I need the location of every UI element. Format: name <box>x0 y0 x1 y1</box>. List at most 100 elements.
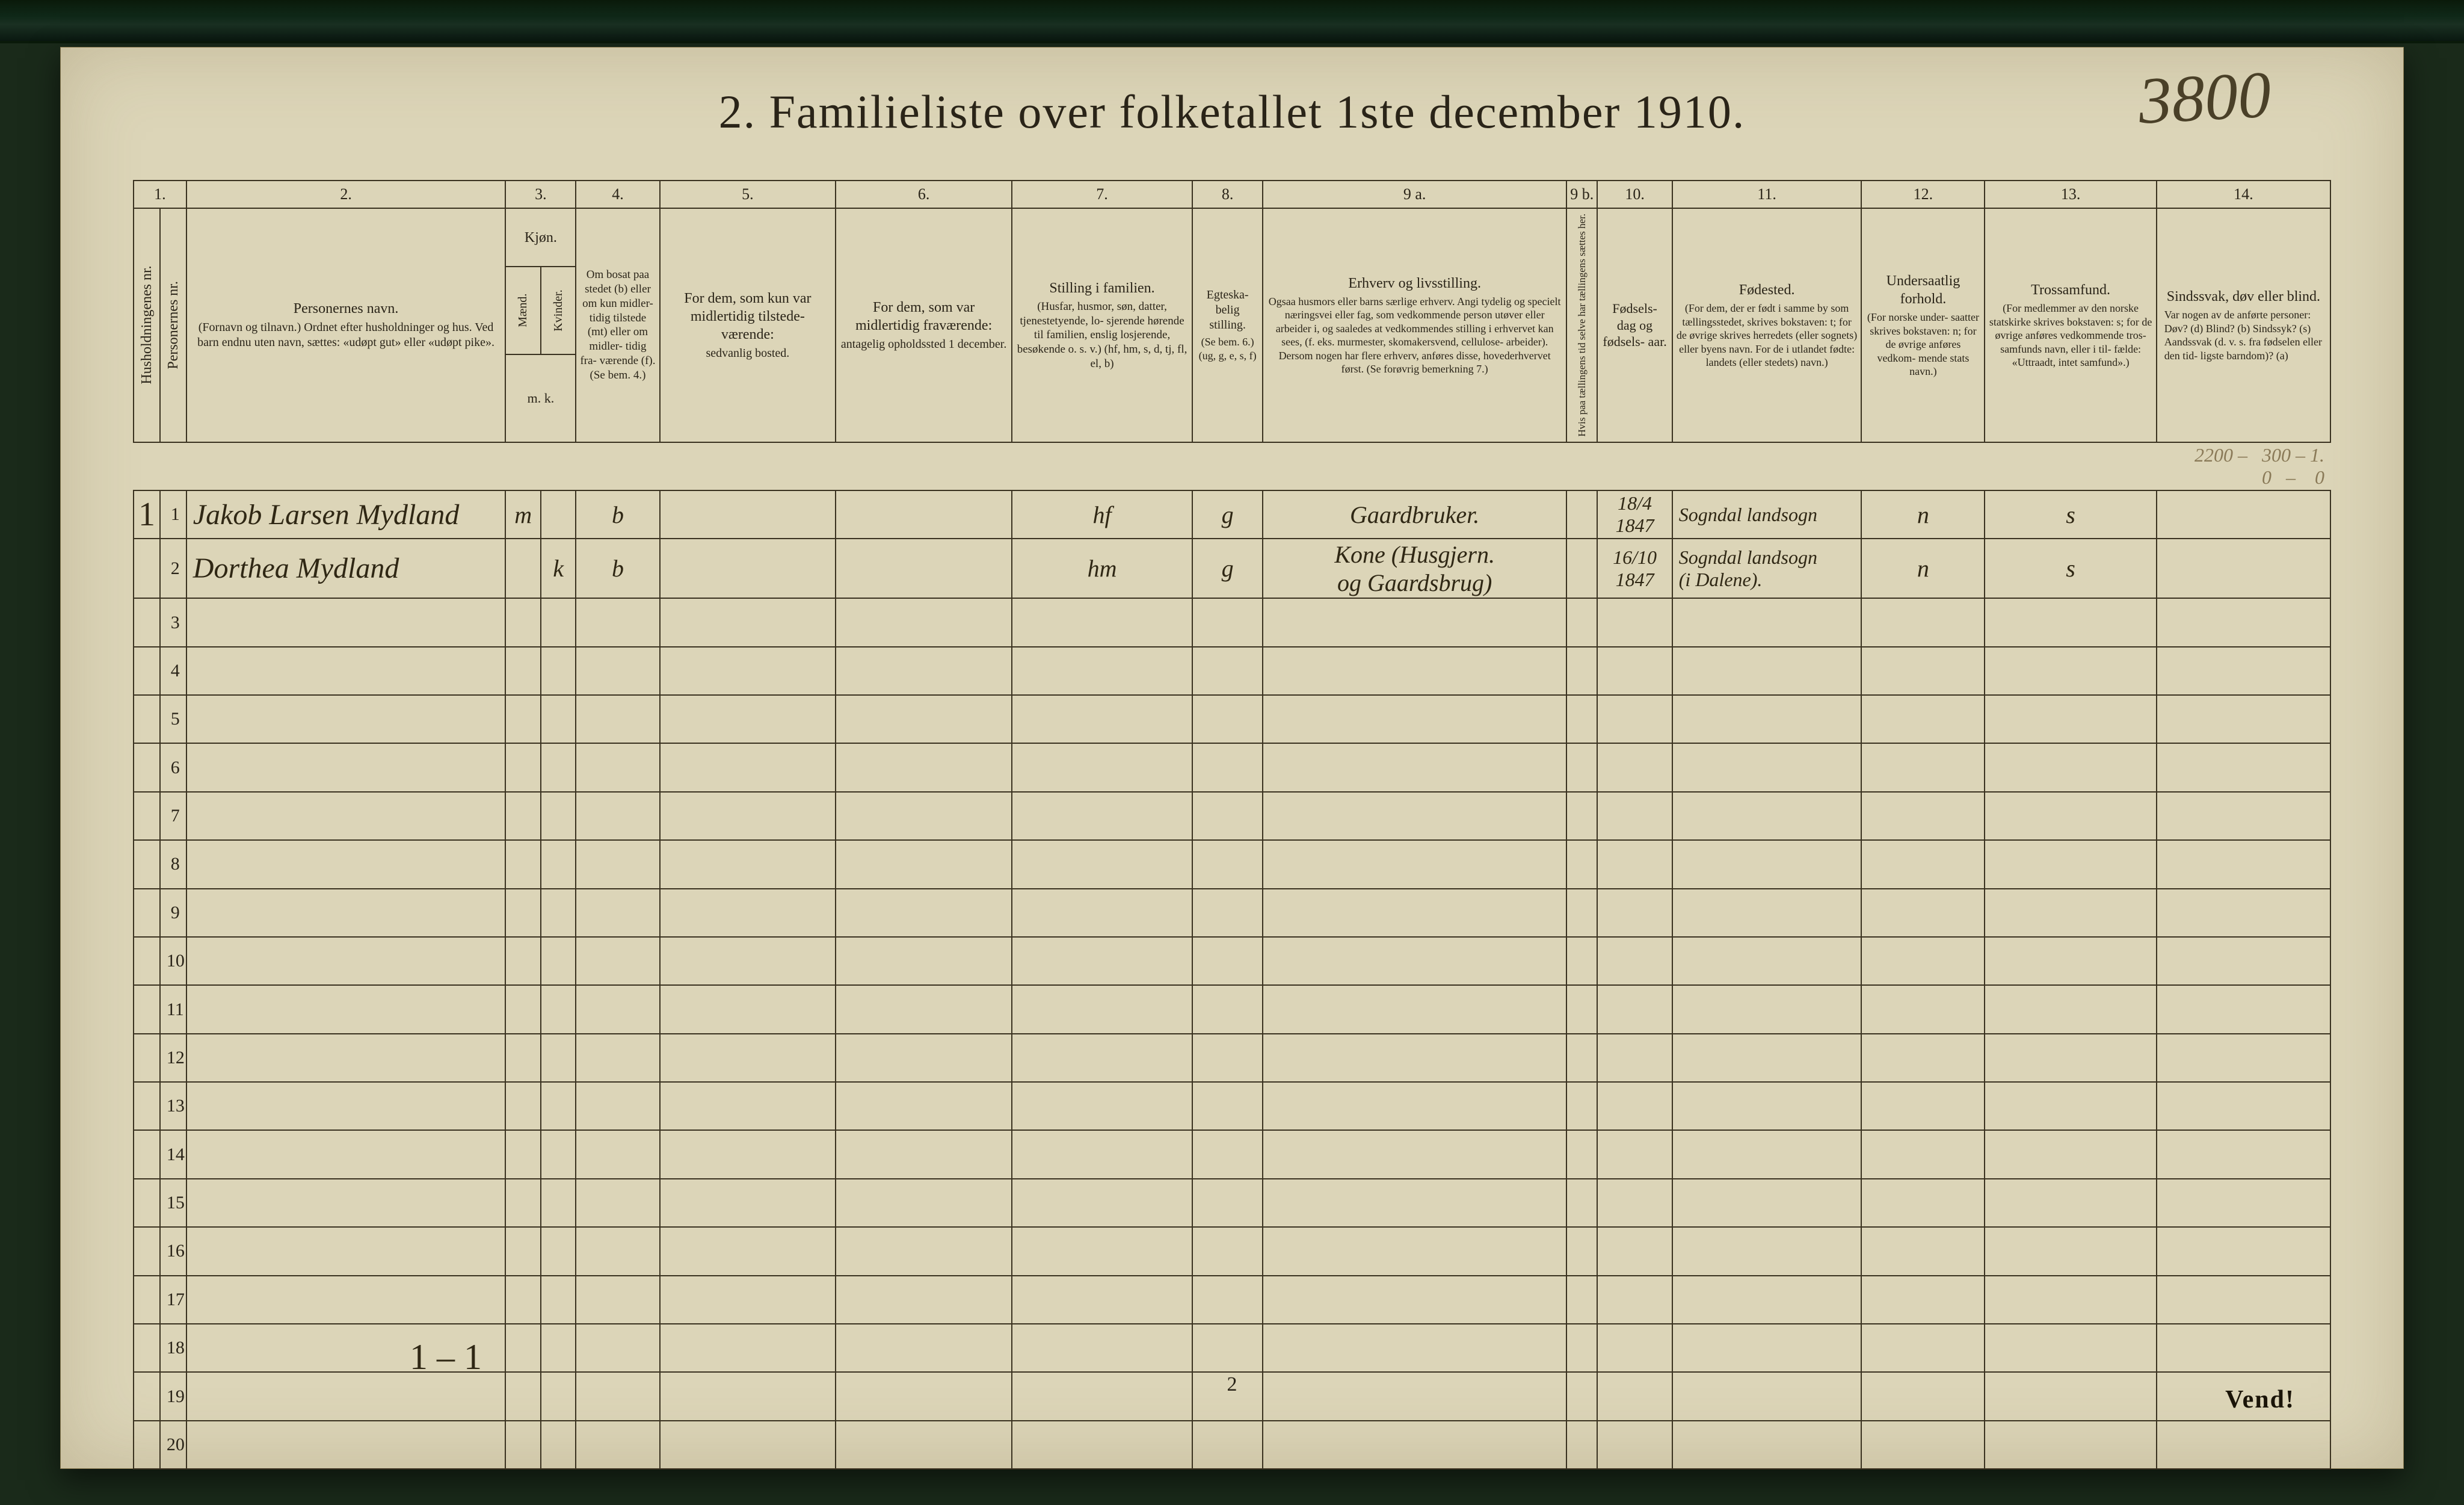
table-row: 12 <box>134 1034 2330 1082</box>
cell-9b <box>1566 937 1597 985</box>
cell-birthplace <box>1672 1082 1862 1130</box>
cell-name <box>186 1082 506 1130</box>
cell-marital <box>1192 1324 1263 1372</box>
cell-c5 <box>660 1276 836 1324</box>
hdr-9b: Hvis paa tællingens tid selve har tællin… <box>1566 208 1597 442</box>
cell-birth <box>1597 937 1672 985</box>
table-row: 20 <box>134 1421 2330 1469</box>
cell-c5 <box>660 1034 836 1082</box>
cell-person-no: 8 <box>160 840 186 888</box>
cell-person-no: 18 <box>160 1324 186 1372</box>
cell-nationality <box>1861 889 1985 937</box>
cell-residence <box>576 695 659 743</box>
cell-residence <box>576 985 659 1033</box>
cell-nationality <box>1861 647 1985 695</box>
cell-disability <box>2157 1082 2330 1130</box>
cell-person-no: 4 <box>160 647 186 695</box>
cell-marital <box>1192 1179 1263 1227</box>
cell-birth <box>1597 1227 1672 1275</box>
hdr-temp-present-sub: sedvanlig bosted. <box>664 346 832 361</box>
cell-residence <box>576 937 659 985</box>
cell-c6 <box>836 985 1012 1033</box>
cell-birthplace <box>1672 889 1862 937</box>
table-row: 3 <box>134 598 2330 646</box>
hdr-birthdate: Fødsels- dag og fødsels- aar. <box>1597 208 1672 442</box>
cell-birth: 16/101847 <box>1597 539 1672 598</box>
cell-occupation <box>1263 937 1566 985</box>
cell-faith: s <box>1985 539 2156 598</box>
cell-c6 <box>836 1324 1012 1372</box>
cell-disability <box>2157 647 2330 695</box>
hdr-disability-title: Sindssvak, døv eller blind. <box>2167 289 2320 304</box>
cell-name <box>186 647 506 695</box>
cell-sex-k: k <box>541 539 576 598</box>
cell-birth <box>1597 743 1672 791</box>
cell-family-pos <box>1012 792 1192 840</box>
cell-disability <box>2157 490 2330 539</box>
hdr-temp-absent: For dem, som var midlertidig fraværende:… <box>836 208 1012 442</box>
cell-occupation: Kone (Husgjern.og Gaardsbrug) <box>1263 539 1566 598</box>
colnum-9a: 9 a. <box>1263 181 1566 208</box>
cell-faith <box>1985 1179 2156 1227</box>
cell-marital <box>1192 937 1263 985</box>
cell-disability <box>2157 1276 2330 1324</box>
cell-residence <box>576 1034 659 1082</box>
cell-c5 <box>660 1324 836 1372</box>
cell-marital <box>1192 647 1263 695</box>
table-row: 2Dorthea MydlandkbhmgKone (Husgjern.og G… <box>134 539 2330 598</box>
cell-family-pos <box>1012 937 1192 985</box>
cell-residence <box>576 647 659 695</box>
cell-marital <box>1192 743 1263 791</box>
cell-birthplace <box>1672 1276 1862 1324</box>
cell-nationality <box>1861 937 1985 985</box>
cell-person-no: 15 <box>160 1179 186 1227</box>
cell-marital <box>1192 1082 1263 1130</box>
cell-sex-m <box>505 743 541 791</box>
cell-residence <box>576 1276 659 1324</box>
hdr-person-no: Personernes nr. <box>160 208 186 442</box>
cell-9b <box>1566 985 1597 1033</box>
cell-person-no: 12 <box>160 1034 186 1082</box>
cell-occupation <box>1263 1227 1566 1275</box>
cell-c5 <box>660 539 836 598</box>
page-title: 2. Familieliste over folketallet 1ste de… <box>61 85 2403 139</box>
colnum-7: 7. <box>1012 181 1192 208</box>
cell-birthplace <box>1672 840 1862 888</box>
cell-birthplace <box>1672 743 1862 791</box>
table-row: 11Jakob Larsen MydlandmbhfgGaardbruker.1… <box>134 490 2330 539</box>
cell-9b <box>1566 1421 1597 1469</box>
cell-c6 <box>836 1421 1012 1469</box>
cell-c5 <box>660 598 836 646</box>
cell-disability <box>2157 695 2330 743</box>
table-row: 13 <box>134 1082 2330 1130</box>
cell-c6 <box>836 695 1012 743</box>
cell-c6 <box>836 1276 1012 1324</box>
table-row: 11 <box>134 985 2330 1033</box>
cell-marital: g <box>1192 490 1263 539</box>
table-row: 16 <box>134 1227 2330 1275</box>
cell-9b <box>1566 539 1597 598</box>
cell-sex-m <box>505 1324 541 1372</box>
cell-family-pos <box>1012 743 1192 791</box>
cell-nationality <box>1861 1130 1985 1178</box>
cell-household: 1 <box>134 490 160 539</box>
cell-disability <box>2157 539 2330 598</box>
hdr-household-no: Husholdningenes nr. <box>134 208 160 442</box>
cell-c6 <box>836 1130 1012 1178</box>
cell-occupation: Gaardbruker. <box>1263 490 1566 539</box>
cell-nationality <box>1861 1082 1985 1130</box>
cell-disability <box>2157 743 2330 791</box>
table-row: 15 <box>134 1179 2330 1227</box>
hdr-temp-present-title: For dem, som kun var midlertidig tilsted… <box>684 291 811 342</box>
cell-nationality <box>1861 985 1985 1033</box>
cell-birth <box>1597 1179 1672 1227</box>
cell-marital <box>1192 1034 1263 1082</box>
cell-marital <box>1192 598 1263 646</box>
cell-name: Jakob Larsen Mydland <box>186 490 506 539</box>
cell-marital <box>1192 1227 1263 1275</box>
cell-birthplace <box>1672 647 1862 695</box>
hdr-occupation-sub: Ogsaa husmors eller barns særlige erhver… <box>1267 295 1562 376</box>
cell-faith <box>1985 1082 2156 1130</box>
cell-household <box>134 598 160 646</box>
cell-family-pos <box>1012 1276 1192 1324</box>
